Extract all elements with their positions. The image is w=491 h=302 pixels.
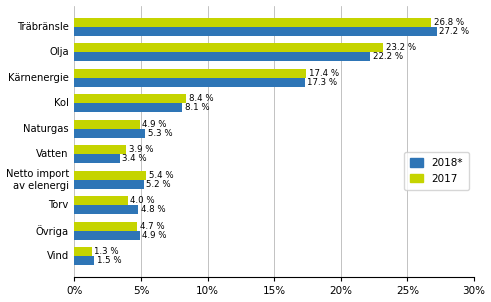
- Text: 4.0 %: 4.0 %: [130, 196, 155, 205]
- Text: 5.2 %: 5.2 %: [146, 180, 171, 189]
- Text: 26.8 %: 26.8 %: [434, 18, 464, 27]
- Bar: [74, 129, 145, 138]
- Bar: [74, 69, 306, 78]
- Bar: [74, 27, 436, 36]
- Text: 22.2 %: 22.2 %: [373, 52, 403, 61]
- Bar: [74, 154, 120, 163]
- Legend: 2018*, 2017: 2018*, 2017: [404, 152, 469, 190]
- Bar: [74, 247, 92, 256]
- Text: 4.8 %: 4.8 %: [141, 205, 165, 214]
- Text: 3.4 %: 3.4 %: [122, 154, 147, 163]
- Text: 4.9 %: 4.9 %: [142, 120, 167, 129]
- Text: 5.4 %: 5.4 %: [149, 171, 174, 180]
- Bar: [74, 52, 370, 61]
- Text: 4.9 %: 4.9 %: [142, 231, 167, 239]
- Text: 17.3 %: 17.3 %: [307, 78, 338, 87]
- Text: 17.4 %: 17.4 %: [309, 69, 339, 78]
- Text: 1.5 %: 1.5 %: [97, 256, 122, 265]
- Bar: [74, 43, 383, 52]
- Text: 5.3 %: 5.3 %: [148, 129, 172, 138]
- Bar: [74, 180, 144, 189]
- Text: 8.4 %: 8.4 %: [189, 94, 214, 103]
- Bar: [74, 145, 126, 154]
- Text: 3.9 %: 3.9 %: [129, 145, 154, 154]
- Bar: [74, 256, 94, 265]
- Bar: [74, 171, 146, 180]
- Text: 23.2 %: 23.2 %: [386, 43, 416, 52]
- Bar: [74, 94, 186, 103]
- Text: 8.1 %: 8.1 %: [185, 103, 210, 112]
- Bar: [74, 103, 182, 112]
- Bar: [74, 205, 138, 214]
- Bar: [74, 222, 137, 231]
- Bar: [74, 231, 139, 239]
- Text: 27.2 %: 27.2 %: [439, 27, 469, 36]
- Text: 1.3 %: 1.3 %: [94, 247, 119, 256]
- Bar: [74, 120, 139, 129]
- Bar: [74, 18, 431, 27]
- Text: 4.7 %: 4.7 %: [139, 222, 164, 231]
- Bar: [74, 196, 128, 205]
- Bar: [74, 78, 305, 87]
